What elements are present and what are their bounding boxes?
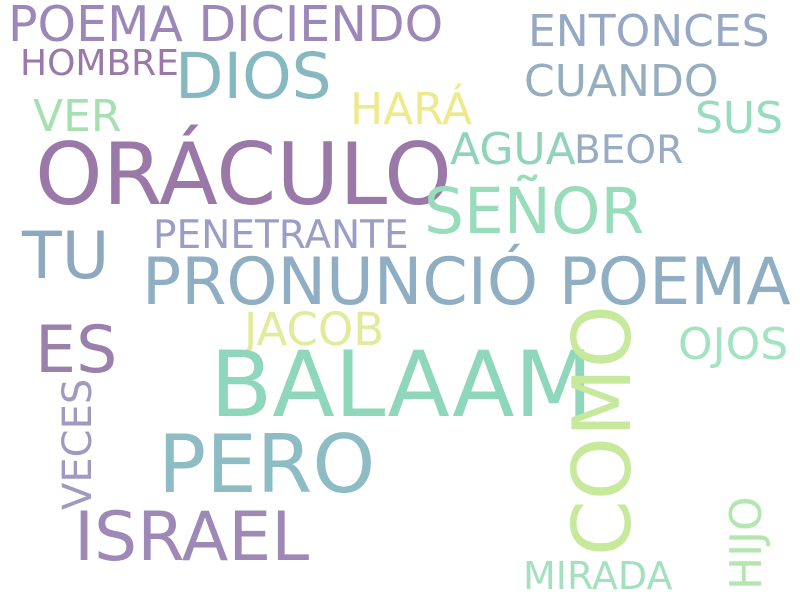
- word-como: COMO: [556, 305, 649, 556]
- word-beor: BEOR: [574, 128, 684, 173]
- word-mirada: MIRADA: [523, 554, 673, 598]
- word-agua: AGUA: [450, 124, 576, 175]
- word-senor: SEÑOR: [424, 175, 645, 248]
- word-sus: SUS: [695, 93, 784, 144]
- word-es: ES: [35, 313, 118, 388]
- word-israel: ISRAEL: [74, 498, 310, 577]
- word-dios: DIOS: [175, 40, 332, 113]
- word-jacob: JACOB: [244, 303, 385, 356]
- word-tu: TU: [22, 219, 110, 294]
- word-pero: PERO: [158, 418, 376, 511]
- word-hombre: HOMBRE: [20, 43, 179, 84]
- word-penetrante: PENETRANTE: [153, 213, 409, 258]
- word-ojos: OJOS: [678, 319, 789, 370]
- word-hara: HARÁ: [350, 84, 473, 135]
- word-balaam: BALAAM: [210, 333, 594, 438]
- word-veces: VECES: [55, 378, 101, 510]
- word-ver: VER: [33, 91, 122, 142]
- word-hijo: HIJO: [721, 496, 772, 590]
- word-oraculo: ORÁCULO: [35, 125, 452, 225]
- word-entonces: ENTONCES: [528, 6, 770, 57]
- word-pronuncio-poema: PRONUNCIÓ POEMA: [142, 245, 791, 320]
- word-poema-diciendo: POEMA DICIENDO: [8, 0, 444, 53]
- word-cuando: CUANDO: [524, 56, 719, 107]
